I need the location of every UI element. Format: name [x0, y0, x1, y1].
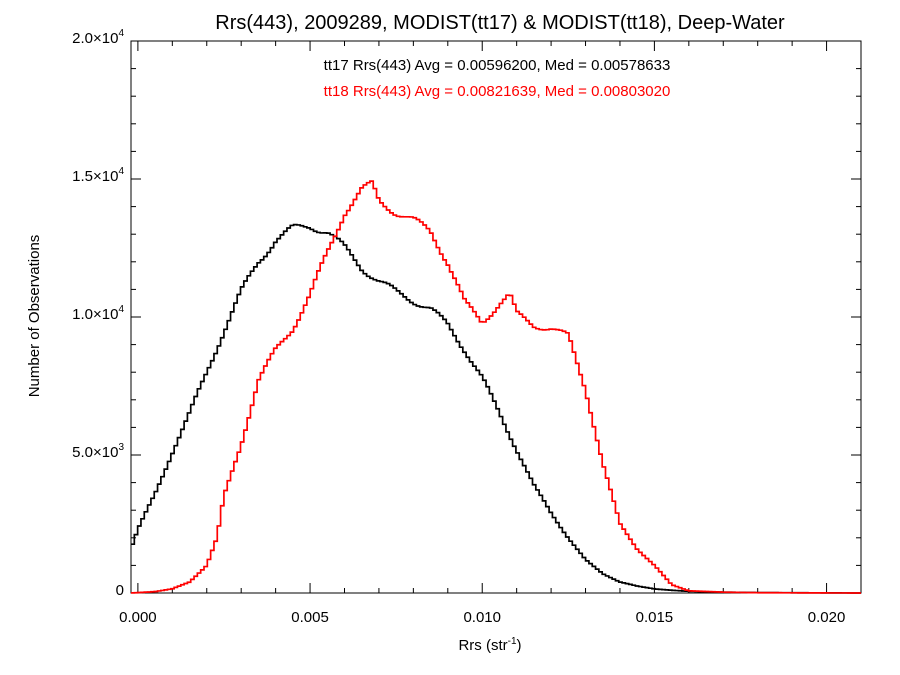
- x-tick-label: 0.020: [808, 609, 846, 626]
- y-tick-label: 1.5×104: [72, 166, 124, 185]
- x-tick-label: 0.005: [291, 609, 329, 626]
- chart-title: Rrs(443), 2009289, MODIST(tt17) & MODIST…: [215, 12, 785, 34]
- y-tick-label: 0: [116, 582, 124, 599]
- x-tick-labels: 0.000 0.005 0.010 0.015 0.020: [119, 609, 845, 626]
- x-tick-label: 0.000: [119, 609, 157, 626]
- x-tick-label: 0.010: [463, 609, 501, 626]
- series-tt18-line: [131, 180, 861, 594]
- y-axis-label: Number of Observations: [26, 235, 43, 398]
- annotation-tt17: tt17 Rrs(443) Avg = 0.00596200, Med = 0.…: [324, 57, 671, 74]
- y-tick-label: 2.0×104: [72, 28, 124, 47]
- y-tick-labels: 0 5.0×103 1.0×104 1.5×104 2.0×104: [72, 28, 124, 599]
- plot-frame: [130, 40, 862, 594]
- series-tt17-line: [131, 223, 861, 594]
- y-tick-label: 1.0×104: [72, 304, 124, 323]
- histogram-series: [131, 180, 861, 594]
- tick-marks: [131, 40, 862, 594]
- y-tick-label: 5.0×103: [72, 442, 124, 461]
- x-axis-label: Rrs (str-1): [458, 636, 521, 654]
- annotation-tt18: tt18 Rrs(443) Avg = 0.00821639, Med = 0.…: [324, 83, 671, 100]
- x-tick-label: 0.015: [636, 609, 674, 626]
